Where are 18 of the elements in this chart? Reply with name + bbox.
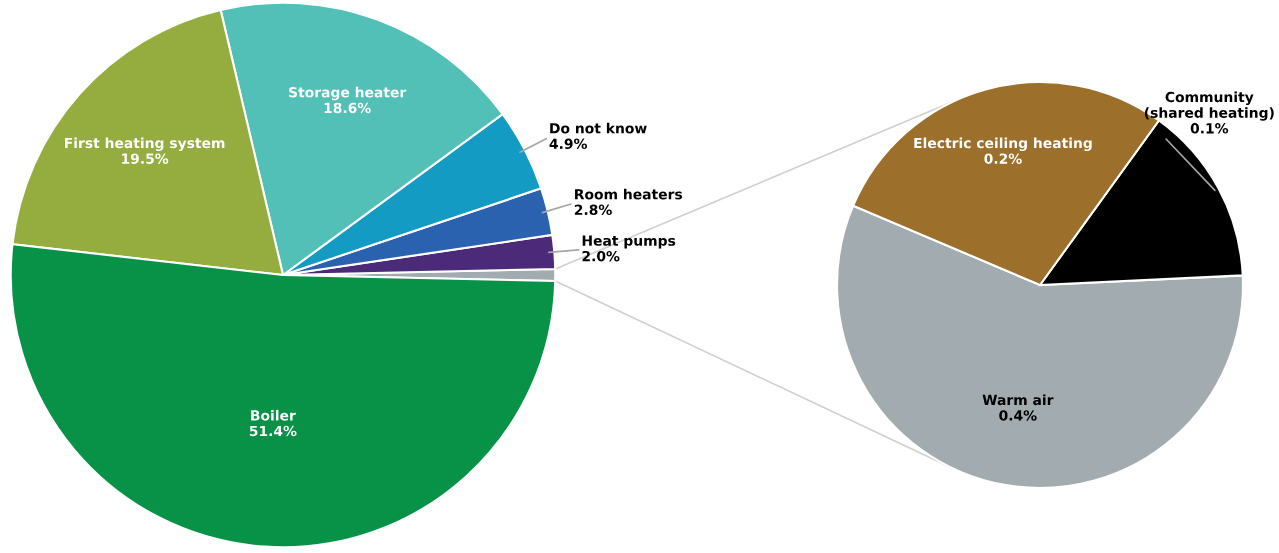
slice-label: Room heaters xyxy=(575,188,683,200)
data-label: 19.5% xyxy=(122,153,169,164)
slice-label: Heat pumps xyxy=(582,235,676,249)
data-label: 0.1% xyxy=(1190,123,1229,134)
slice-label: Warm air xyxy=(982,394,1054,406)
slice-label: Boiler xyxy=(251,409,296,421)
data-label: 0.4% xyxy=(999,410,1037,421)
slice-label: Community (shared heating) xyxy=(1144,91,1274,121)
data-label: 2.8% xyxy=(574,204,612,216)
slice-label: Do not know xyxy=(550,122,647,134)
data-label: 0.2% xyxy=(984,153,1022,164)
slice-label: First heating system xyxy=(65,137,225,152)
data-label: 51.4% xyxy=(249,425,297,437)
slice-label: Electric ceiling heating xyxy=(914,137,1092,152)
data-label: 2.0% xyxy=(582,250,620,262)
data-label: 4.9% xyxy=(549,138,588,150)
data-label: 18.6% xyxy=(324,102,371,114)
slice-label: Storage heater xyxy=(289,86,407,101)
